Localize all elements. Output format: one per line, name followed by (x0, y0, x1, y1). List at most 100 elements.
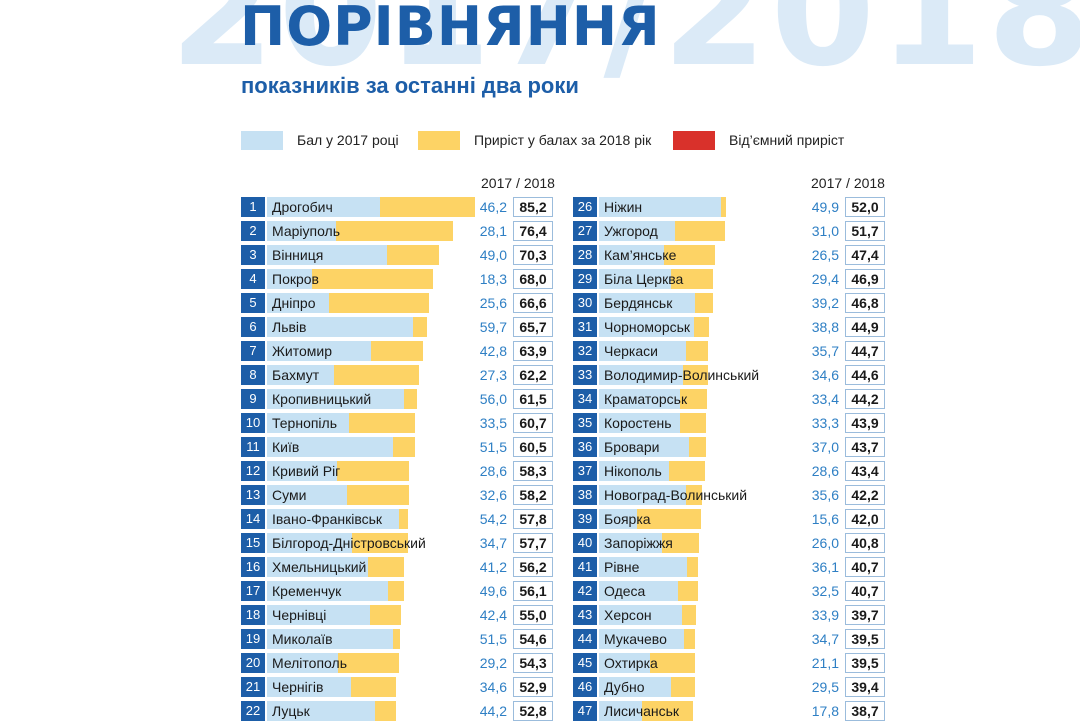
city-name: Одеса (604, 583, 646, 599)
value-2018-label: 52,8 (513, 701, 553, 721)
bar-growth-2018 (683, 629, 696, 649)
bar-track: Ужгород 31,0 (599, 221, 843, 241)
city-name: Миколаїв (272, 631, 333, 647)
table-row: 18 Чернівці 42,4 55,0 (241, 605, 553, 625)
background-year-watermark: 2017/2018 (170, 0, 1080, 100)
table-row: 14 Івано-Франківськ 54,2 57,8 (241, 509, 553, 529)
city-name: Чорноморськ (604, 319, 691, 335)
bar-score-2017 (599, 485, 686, 505)
rank-badge: 37 (573, 461, 597, 481)
bar-growth-2018 (720, 197, 726, 217)
value-2018-label: 68,0 (513, 269, 553, 289)
table-row: 19 Миколаїв 51,5 54,6 (241, 629, 553, 649)
rank-badge: 7 (241, 341, 265, 361)
value-2017-label: 26,5 (811, 247, 839, 263)
value-2017-label: 49,0 (479, 247, 507, 263)
bar-growth-2018 (650, 653, 696, 673)
rank-badge: 4 (241, 269, 265, 289)
bar-track: Кременчук 49,6 (267, 581, 511, 601)
legend-label-score-2017: Бал у 2017 році (297, 132, 399, 148)
city-name: Маріуполь (272, 223, 341, 239)
value-2017-label: 25,6 (479, 295, 507, 311)
bar-growth-2018 (685, 485, 702, 505)
value-2017-label: 26,0 (811, 535, 839, 551)
value-2017-label: 33,5 (479, 415, 507, 431)
bar-track: Дрогобич 46,2 (267, 197, 511, 217)
city-name: Покров (272, 271, 319, 287)
table-row: 44 Мукачево 34,7 39,5 (573, 629, 885, 649)
bar-score-2017 (267, 365, 334, 385)
rank-badge: 17 (241, 581, 265, 601)
rank-badge: 43 (573, 605, 597, 625)
legend-swatch-score-2017 (241, 130, 283, 150)
city-name: Херсон (604, 607, 652, 623)
bar-track: Володимир-Волинський 34,6 (599, 365, 843, 385)
table-row: 10 Тернопіль 33,5 60,7 (241, 413, 553, 433)
value-2018-label: 40,7 (845, 557, 885, 577)
value-2018-label: 52,9 (513, 677, 553, 697)
value-2017-label: 15,6 (811, 511, 839, 527)
rank-badge: 19 (241, 629, 265, 649)
bar-track: Вінниця 49,0 (267, 245, 511, 265)
value-2018-label: 58,3 (513, 461, 553, 481)
bar-growth-2018 (670, 677, 696, 697)
bar-track: Краматорськ 33,4 (599, 389, 843, 409)
bar-growth-2018 (374, 701, 396, 721)
bar-growth-2018 (351, 677, 397, 697)
table-row: 42 Одеса 32,5 40,7 (573, 581, 885, 601)
bar-score-2017 (267, 437, 393, 457)
table-row: 15 Білгород-Дністровський 34,7 57,7 (241, 533, 553, 553)
value-2018-label: 40,8 (845, 533, 885, 553)
value-2017-label: 33,9 (811, 607, 839, 623)
table-row: 13 Суми 32,6 58,2 (241, 485, 553, 505)
bar-score-2017 (599, 581, 679, 601)
value-2018-label: 43,7 (845, 437, 885, 457)
table-row: 40 Запоріжжя 26,0 40,8 (573, 533, 885, 553)
bar-track: Тернопіль 33,5 (267, 413, 511, 433)
table-row: 35 Коростень 33,3 43,9 (573, 413, 885, 433)
value-2018-label: 39,7 (845, 605, 885, 625)
value-2018-label: 76,4 (513, 221, 553, 241)
rank-badge: 31 (573, 317, 597, 337)
city-name: Кропивницький (272, 391, 372, 407)
rank-badge: 44 (573, 629, 597, 649)
value-2018-label: 54,6 (513, 629, 553, 649)
table-row: 47 Лисичанськ 17,8 38,7 (573, 701, 885, 721)
value-2018-label: 44,7 (845, 341, 885, 361)
bar-track: Луцьк 44,2 (267, 701, 511, 721)
bar-score-2017 (267, 485, 347, 505)
bar-growth-2018 (663, 245, 715, 265)
city-name: Запоріжжя (604, 535, 673, 551)
table-row: 9 Кропивницький 56,0 61,5 (241, 389, 553, 409)
value-2018-label: 51,7 (845, 221, 885, 241)
bar-growth-2018 (338, 653, 400, 673)
table-row: 6 Львів 59,7 65,7 (241, 317, 553, 337)
value-2017-label: 44,2 (479, 703, 507, 719)
value-2017-label: 35,7 (811, 343, 839, 359)
bar-track: Боярка 15,6 (599, 509, 843, 529)
table-row: 17 Кременчук 49,6 56,1 (241, 581, 553, 601)
table-row: 16 Хмельницький 41,2 56,2 (241, 557, 553, 577)
rank-badge: 46 (573, 677, 597, 697)
table-row: 31 Чорноморськ 38,8 44,9 (573, 317, 885, 337)
bar-track: Коростень 33,3 (599, 413, 843, 433)
rank-badge: 40 (573, 533, 597, 553)
rank-badge: 14 (241, 509, 265, 529)
table-row: 1 Дрогобич 46,2 85,2 (241, 197, 553, 217)
bar-score-2017 (599, 677, 671, 697)
table-row: 21 Чернігів 34,6 52,9 (241, 677, 553, 697)
value-2017-label: 28,1 (479, 223, 507, 239)
legend-label-negative-growth: Від’ємний приріст (729, 132, 845, 148)
column-header-left: 2017 / 2018 (481, 175, 555, 191)
bar-track: Дубно 29,5 (599, 677, 843, 697)
city-name: Дніпро (272, 295, 316, 311)
bar-track: Мукачево 34,7 (599, 629, 843, 649)
bar-growth-2018 (689, 437, 706, 457)
table-row: 38 Новоград-Волинський 35,6 42,2 (573, 485, 885, 505)
rank-badge: 45 (573, 653, 597, 673)
bar-track: Лисичанськ 17,8 (599, 701, 843, 721)
bar-track: Білгород-Дністровський 34,7 (267, 533, 511, 553)
rank-badge: 41 (573, 557, 597, 577)
rank-badge: 5 (241, 293, 265, 313)
table-row: 8 Бахмут 27,3 62,2 (241, 365, 553, 385)
